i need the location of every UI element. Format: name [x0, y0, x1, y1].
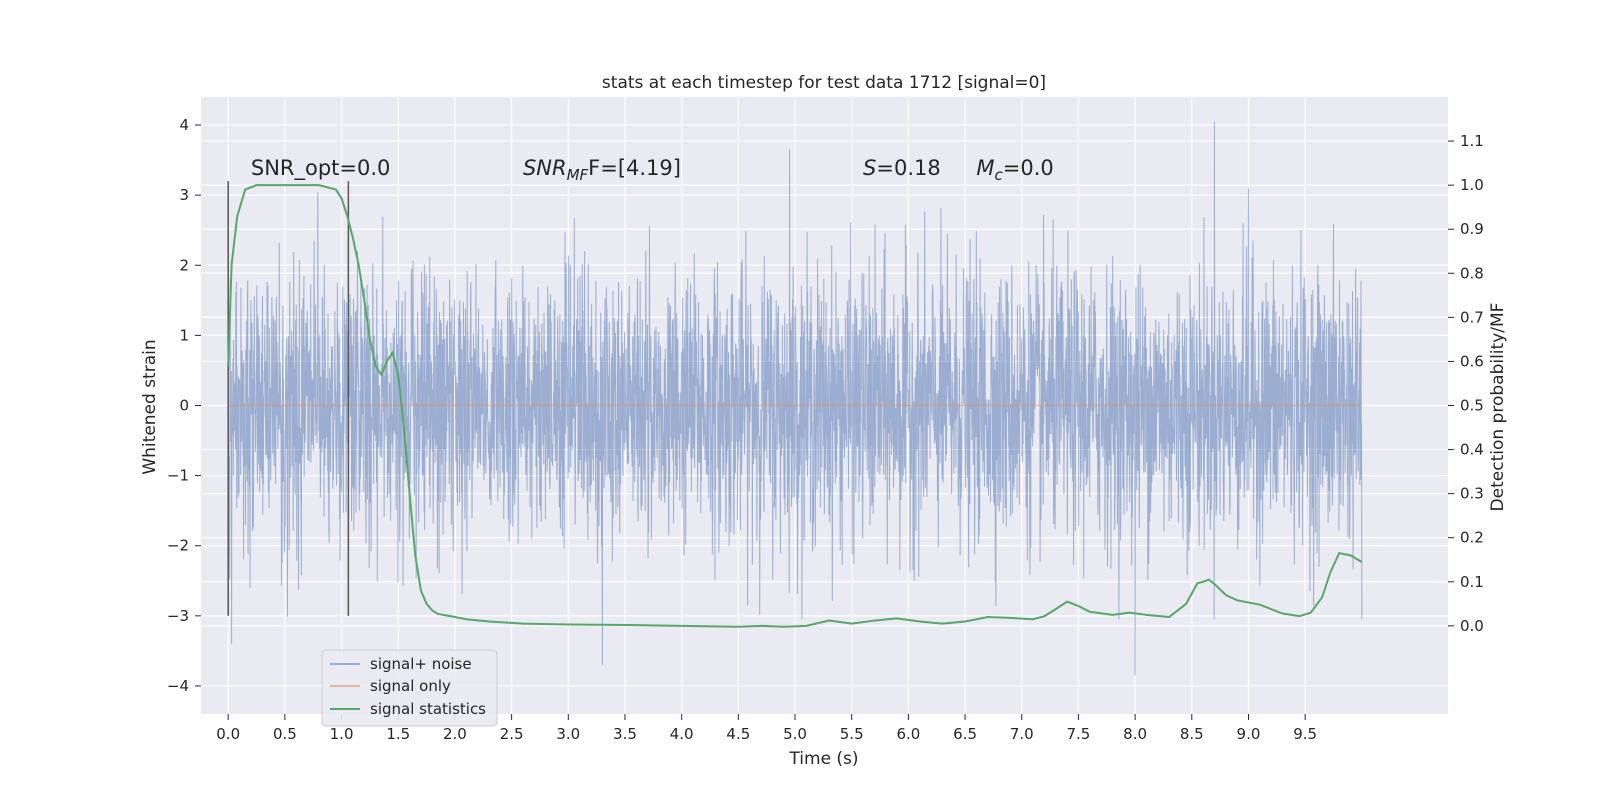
- x-tick-label-12: 6.0: [896, 725, 920, 743]
- y-left-tick-label-5: −1: [167, 467, 189, 485]
- legend: signal+ noise signal only signal statist…: [321, 649, 498, 727]
- series-signal-noise: [227, 121, 1363, 676]
- y-left-tick-label-1: 3: [179, 186, 189, 204]
- x-tick-label-10: 5.0: [783, 725, 807, 743]
- x-tick-label-6: 3.0: [556, 725, 580, 743]
- y-right-tick-label-0: 1.1: [1460, 132, 1484, 150]
- x-tick-label-14: 7.0: [1010, 725, 1034, 743]
- x-tick-label-19: 9.5: [1293, 725, 1317, 743]
- y-right-tick-label-5: 0.6: [1460, 352, 1484, 370]
- annotation-snr-mf-rest: F=[4.19]: [588, 156, 681, 180]
- y-left-axis-ticks: 4 3 2 1 0 −1 −2 −3 −4: [167, 116, 201, 695]
- y-right-tick-label-6: 0.5: [1460, 397, 1484, 415]
- x-tick-label-4: 2.0: [443, 725, 467, 743]
- x-tick-label-18: 9.0: [1237, 725, 1261, 743]
- y-left-tick-label-8: −4: [167, 677, 189, 695]
- annotation-mc-rest: =0.0: [1003, 156, 1054, 180]
- y-left-tick-label-3: 1: [179, 326, 189, 344]
- annotation-mc-main: M: [976, 156, 994, 180]
- x-axis-label: Time (s): [788, 749, 858, 769]
- legend-label-signal-statistics: signal statistics: [370, 700, 486, 718]
- annotation-mc: Mc=0.0: [976, 156, 1053, 184]
- x-tick-label-17: 8.5: [1180, 725, 1204, 743]
- y-right-tick-label-9: 0.2: [1460, 529, 1484, 547]
- y-left-tick-label-7: −3: [167, 607, 189, 625]
- x-tick-label-3: 1.5: [386, 725, 410, 743]
- annotation-snr-mf: SNRMFF=[4.19]: [523, 156, 681, 184]
- x-tick-label-13: 6.5: [953, 725, 977, 743]
- vertical-markers: [227, 181, 350, 616]
- y-left-tick-label-4: 0: [179, 397, 189, 415]
- x-tick-label-16: 8.0: [1123, 725, 1147, 743]
- annotation-s: S=0.18: [863, 156, 941, 180]
- y-right-tick-label-7: 0.4: [1460, 441, 1484, 459]
- y-right-tick-label-8: 0.3: [1460, 485, 1484, 503]
- x-tick-label-11: 5.5: [840, 725, 864, 743]
- statistics-line: [227, 184, 1363, 628]
- x-tick-label-1: 0.5: [273, 725, 297, 743]
- x-tick-label-15: 7.5: [1067, 725, 1091, 743]
- annotation-snr-opt: SNR_opt=0.0: [251, 156, 391, 181]
- x-axis-ticks: 0.0 0.5 1.0 1.5 2.0 2.5 3.0 3.5 4.0 4.5 5.0 5.5 6.0 6…: [216, 714, 1317, 743]
- y-left-tick-label-6: −2: [167, 537, 189, 555]
- y-right-tick-label-3: 0.8: [1460, 264, 1484, 282]
- x-tick-label-2: 1.0: [330, 725, 354, 743]
- y-right-axis-label: Detection probability/MF: [1488, 303, 1508, 512]
- annotation-s-rest: =0.18: [876, 156, 940, 180]
- x-tick-label-5: 2.5: [500, 725, 524, 743]
- y-left-tick-label-0: 4: [179, 116, 189, 134]
- legend-label-signal-only: signal only: [370, 677, 451, 695]
- x-tick-label-0: 0.0: [216, 725, 240, 743]
- annotations: SNR_opt=0.0 SNRMFF=[4.19] S=0.18 Mc=0.0: [251, 156, 1054, 184]
- y-left-axis-label: Whitened strain: [140, 339, 160, 474]
- x-tick-label-8: 4.0: [670, 725, 694, 743]
- annotation-s-main: S: [863, 156, 876, 180]
- chart-title: stats at each timestep for test data 171…: [602, 73, 1046, 93]
- y-right-tick-label-1: 1.0: [1460, 176, 1484, 194]
- y-left-tick-label-2: 2: [179, 256, 189, 274]
- y-right-tick-label-4: 0.7: [1460, 308, 1484, 326]
- y-right-tick-label-11: 0.0: [1460, 617, 1484, 635]
- legend-label-signal-noise: signal+ noise: [370, 655, 472, 673]
- x-tick-label-7: 3.5: [613, 725, 637, 743]
- series-signal-statistics: [227, 184, 1363, 628]
- x-tick-label-9: 4.5: [726, 725, 750, 743]
- annotation-snr-mf-main: SNR: [523, 156, 567, 180]
- y-right-axis-ticks: 1.1 1.0 0.9 0.8 0.7 0.6 0.5 0.4 0.3 0.2 0.1 0.0: [1448, 132, 1484, 635]
- noise-line: [227, 121, 1363, 676]
- y-right-tick-label-2: 0.9: [1460, 220, 1484, 238]
- annotation-mc-sub: c: [995, 166, 1004, 184]
- y-right-tick-label-10: 0.1: [1460, 573, 1484, 591]
- annotation-snr-mf-sub: MF: [567, 166, 589, 184]
- legend-box: [321, 649, 498, 727]
